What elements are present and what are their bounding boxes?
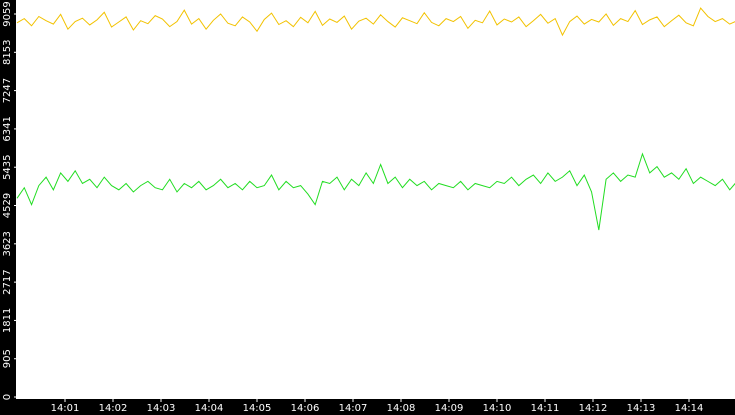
y-tick-label: 0: [2, 394, 13, 400]
x-tick-label: 14:13: [627, 403, 656, 414]
y-tick-label: 7247: [2, 78, 13, 103]
y-tick-label: 6341: [2, 116, 13, 141]
x-tick-label: 14:14: [675, 403, 704, 414]
x-tick-label: 14:12: [579, 403, 608, 414]
y-tick-label: 905: [2, 349, 13, 368]
x-tick-label: 14:07: [339, 403, 368, 414]
x-tick-label: 14:11: [531, 403, 560, 414]
y-tick-label: 1811: [2, 308, 13, 333]
y-tick-label: 9059: [2, 1, 13, 26]
y-tick-label: 2717: [2, 269, 13, 294]
x-tick-label: 14:04: [195, 403, 224, 414]
x-tick-label: 14:03: [147, 403, 176, 414]
y-axis-band: [0, 0, 16, 415]
x-tick-label: 14:08: [387, 403, 416, 414]
x-tick-label: 14:05: [243, 403, 272, 414]
y-tick-label: 8153: [2, 40, 13, 65]
y-tick-label: 5435: [2, 154, 13, 179]
x-tick-label: 14:06: [291, 403, 320, 414]
series-line: [16, 7, 735, 37]
x-tick-label: 14:09: [435, 403, 464, 414]
y-tick-label: 4529: [2, 193, 13, 218]
series-line: [16, 152, 735, 231]
y-tick-label: 3623: [2, 231, 13, 256]
x-tick-label: 14:02: [99, 403, 128, 414]
x-tick-label: 14:01: [51, 403, 80, 414]
x-axis-band: [0, 399, 735, 415]
x-tick-label: 14:10: [483, 403, 512, 414]
